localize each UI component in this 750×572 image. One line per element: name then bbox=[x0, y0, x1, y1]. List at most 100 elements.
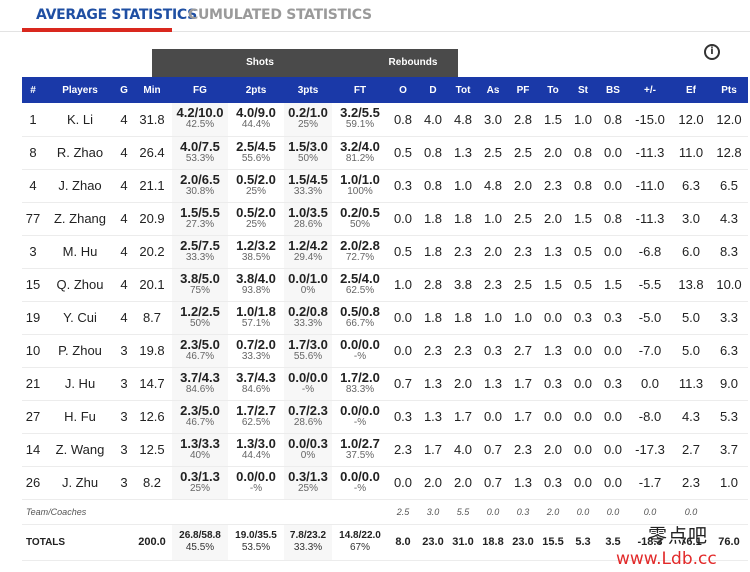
stat-as: 2.5 bbox=[478, 136, 508, 170]
column-header-players[interactable]: Players bbox=[44, 77, 116, 103]
totals-stat-tot: 31.0 bbox=[448, 524, 478, 561]
column-header-games[interactable]: G bbox=[116, 77, 132, 103]
table-row: 26 J. Zhu 3 8.2 0.3/1.3 25% 0.0/0.0 -% 0.3/1.3 25… bbox=[22, 466, 748, 500]
player-number: 8 bbox=[22, 136, 44, 170]
fg-cell-made-attempted: 2.0/6.5 bbox=[180, 171, 220, 187]
totals-3pts-cell-made-attempted: 7.8/23.2 bbox=[289, 530, 327, 541]
player-name-link[interactable]: P. Zhou bbox=[44, 334, 116, 368]
ft-cell-made-attempted: 2.0/2.8 bbox=[340, 237, 380, 253]
3pts-cell-made-attempted: 1.0/3.5 bbox=[288, 204, 328, 220]
fg-cell-made-attempted: 1.5/5.5 bbox=[180, 204, 220, 220]
stat-as: 0.0 bbox=[478, 400, 508, 434]
column-header-personal-fouls[interactable]: PF bbox=[508, 77, 538, 103]
column-header-2pts[interactable]: 2pts bbox=[228, 77, 284, 103]
player-name-link[interactable]: Z. Wang bbox=[44, 433, 116, 467]
column-header-3pts[interactable]: 3pts bbox=[284, 77, 332, 103]
tab-cumulated-statistics[interactable]: CUMULATED STATISTICS bbox=[188, 7, 372, 23]
fg-cell: 3.8/5.0 75% bbox=[172, 268, 228, 302]
3pts-cell-percentage: 0% bbox=[300, 284, 316, 296]
2pts-cell-made-attempted: 1.2/3.2 bbox=[236, 237, 276, 253]
column-header-offensive-rebounds[interactable]: O bbox=[388, 77, 418, 103]
ft-cell: 0.0/0.0 -% bbox=[332, 334, 388, 368]
fg-cell-percentage: 27.3% bbox=[185, 218, 215, 230]
column-header-turnovers[interactable]: To bbox=[538, 77, 568, 103]
team-stat-st: 0.0 bbox=[568, 499, 598, 525]
player-name-link[interactable]: H. Fu bbox=[44, 400, 116, 434]
column-header-ft[interactable]: FT bbox=[332, 77, 388, 103]
ft-cell-percentage: -% bbox=[353, 416, 367, 428]
fg-cell-made-attempted: 3.8/5.0 bbox=[180, 270, 220, 286]
column-header-points[interactable]: Pts bbox=[710, 77, 748, 103]
fg-cell: 4.0/7.5 53.3% bbox=[172, 136, 228, 170]
column-header-steals[interactable]: St bbox=[568, 77, 598, 103]
column-header-fg[interactable]: FG bbox=[172, 77, 228, 103]
column-header-blocks[interactable]: BS bbox=[598, 77, 628, 103]
totals-stat-pts: 76.0 bbox=[710, 524, 748, 561]
ft-cell-made-attempted: 0.0/0.0 bbox=[340, 336, 380, 352]
column-header-total-rebounds[interactable]: Tot bbox=[448, 77, 478, 103]
3pts-cell-made-attempted: 1.7/3.0 bbox=[288, 336, 328, 352]
player-name-link[interactable]: Y. Cui bbox=[44, 301, 116, 335]
stat-pf: 2.8 bbox=[508, 103, 538, 137]
2pts-cell-made-attempted: 0.7/2.0 bbox=[236, 336, 276, 352]
stat-tot: 4.8 bbox=[448, 103, 478, 137]
stat-st: 0.0 bbox=[568, 400, 598, 434]
team-stat-to: 2.0 bbox=[538, 499, 568, 525]
stat-pf: 2.0 bbox=[508, 169, 538, 203]
player-name-link[interactable]: J. Zhao bbox=[44, 169, 116, 203]
stat-pts: 8.3 bbox=[710, 235, 748, 269]
games-played: 3 bbox=[116, 400, 132, 434]
stat-pf: 1.7 bbox=[508, 367, 538, 401]
ft-cell: 1.0/2.7 37.5% bbox=[332, 433, 388, 467]
stat-pf: 1.7 bbox=[508, 400, 538, 434]
fg-cell: 1.3/3.3 40% bbox=[172, 433, 228, 467]
ft-cell: 3.2/5.5 59.1% bbox=[332, 103, 388, 137]
player-name-link[interactable]: K. Li bbox=[44, 103, 116, 137]
stat-st: 0.8 bbox=[568, 136, 598, 170]
column-header-minutes[interactable]: Min bbox=[132, 77, 172, 103]
games-played: 4 bbox=[116, 136, 132, 170]
player-name-link[interactable]: J. Zhu bbox=[44, 466, 116, 500]
fg-cell-percentage: 75% bbox=[189, 284, 210, 296]
fg-cell-made-attempted: 0.3/1.3 bbox=[180, 468, 220, 484]
player-name-link[interactable]: J. Hu bbox=[44, 367, 116, 401]
stat-pm: -7.0 bbox=[628, 334, 672, 368]
player-name-link[interactable]: R. Zhao bbox=[44, 136, 116, 170]
stat-pts: 12.0 bbox=[710, 103, 748, 137]
table-row: 3 M. Hu 4 20.2 2.5/7.5 33.3% 1.2/3.2 38.5% 1.2/4… bbox=[22, 235, 748, 269]
stat-st: 0.0 bbox=[568, 334, 598, 368]
column-header-efficiency[interactable]: Ef bbox=[672, 77, 710, 103]
fg-cell: 1.5/5.5 27.3% bbox=[172, 202, 228, 236]
stat-o: 0.3 bbox=[388, 400, 418, 434]
tab-average-statistics[interactable]: AVERAGE STATISTICS bbox=[36, 7, 197, 23]
totals-stat-as: 18.8 bbox=[478, 524, 508, 561]
3pts-cell: 0.0/0.3 0% bbox=[284, 433, 332, 467]
stat-ef: 13.8 bbox=[672, 268, 710, 302]
stat-bs: 0.3 bbox=[598, 367, 628, 401]
stat-pf: 2.5 bbox=[508, 202, 538, 236]
stat-tot: 2.3 bbox=[448, 235, 478, 269]
stat-pts: 9.0 bbox=[710, 367, 748, 401]
info-icon[interactable]: i bbox=[704, 44, 720, 60]
stat-ef: 5.0 bbox=[672, 301, 710, 335]
column-header-plus-minus[interactable]: +/- bbox=[628, 77, 672, 103]
table-row: 1 K. Li 4 31.8 4.2/10.0 42.5% 4.0/9.0 44.4% 0.2/… bbox=[22, 103, 748, 137]
stat-ef: 6.3 bbox=[672, 169, 710, 203]
column-header-number[interactable]: # bbox=[22, 77, 44, 103]
2pts-cell: 0.5/2.0 25% bbox=[228, 202, 284, 236]
2pts-cell-percentage: 25% bbox=[245, 218, 266, 230]
player-name-link[interactable]: M. Hu bbox=[44, 235, 116, 269]
column-header-assists[interactable]: As bbox=[478, 77, 508, 103]
games-played: 4 bbox=[116, 235, 132, 269]
ft-cell-made-attempted: 1.7/2.0 bbox=[340, 369, 380, 385]
stat-o: 0.3 bbox=[388, 169, 418, 203]
player-name-link[interactable]: Q. Zhou bbox=[44, 268, 116, 302]
fg-cell-percentage: 50% bbox=[189, 317, 210, 329]
column-header-defensive-rebounds[interactable]: D bbox=[418, 77, 448, 103]
team-stat-pts bbox=[710, 499, 748, 525]
player-name-link[interactable]: Z. Zhang bbox=[44, 202, 116, 236]
stat-tot: 1.8 bbox=[448, 301, 478, 335]
minutes: 31.8 bbox=[132, 103, 172, 137]
player-number: 26 bbox=[22, 466, 44, 500]
ft-cell: 1.7/2.0 83.3% bbox=[332, 367, 388, 401]
